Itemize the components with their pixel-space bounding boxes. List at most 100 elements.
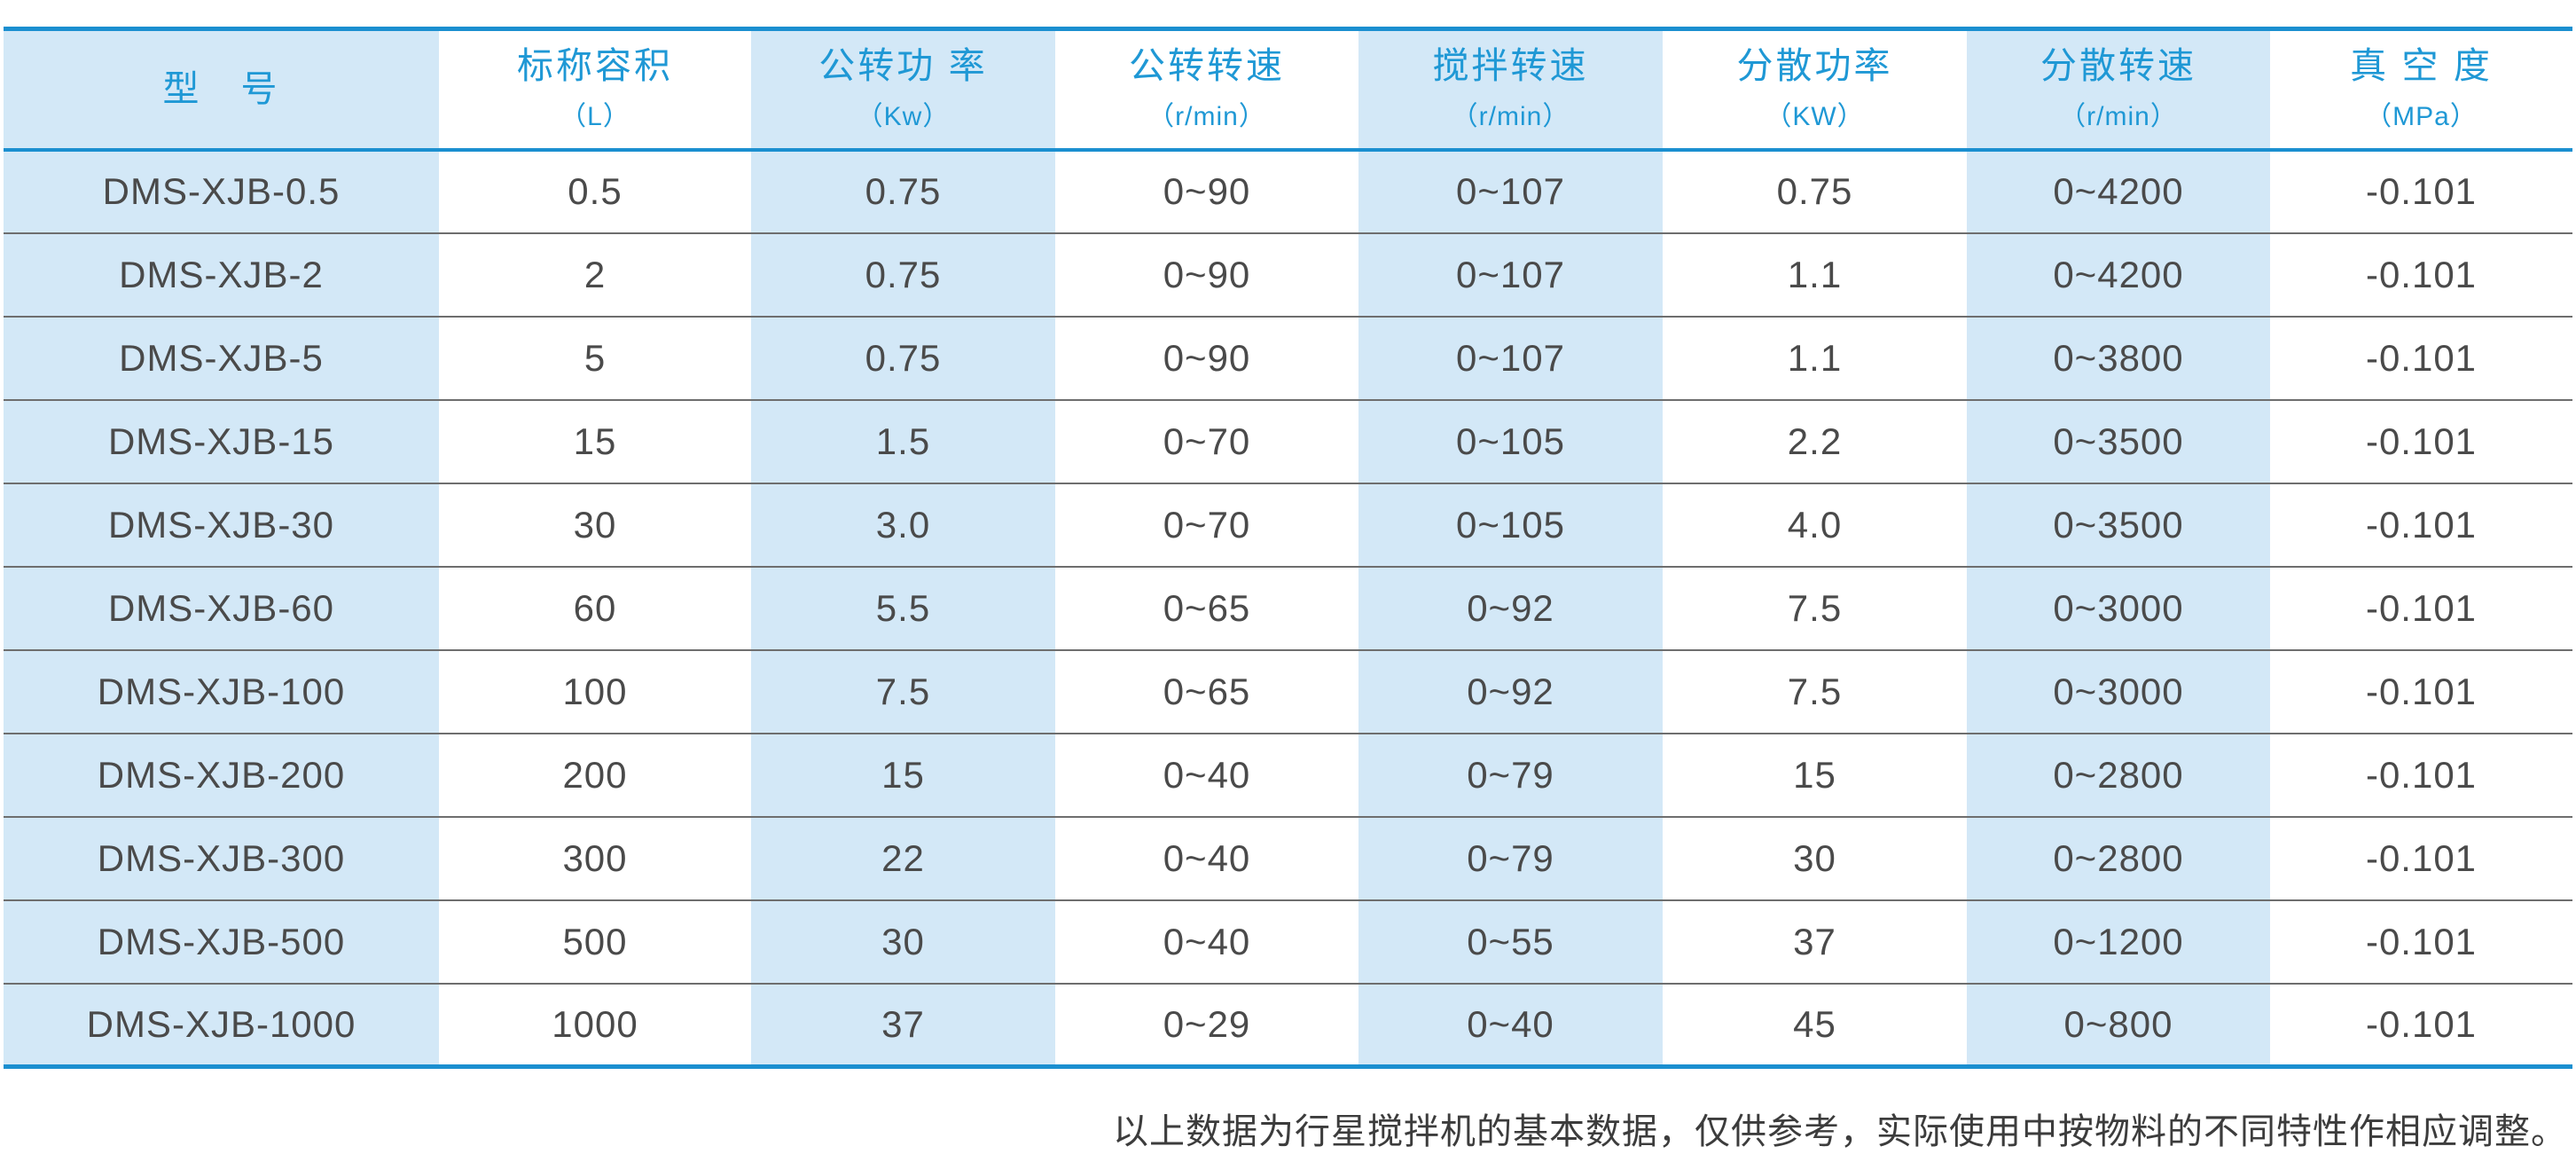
value-cell-revolution-power: 0.75 [865, 170, 942, 212]
value-cell-capacity: 100 [439, 648, 751, 734]
value-cell-vacuum: -0.101 [2270, 565, 2572, 650]
model-cell: DMS-XJB-30 [4, 482, 439, 567]
value-cell-dispersion-speed: 0~3000 [1967, 648, 2270, 734]
value-cell-vacuum: -0.101 [2270, 398, 2572, 483]
table-row: DMS-XJB-30 30 3.0 0~70 0~105 4.0 0~3500 -0.101 [4, 482, 2572, 567]
value-cell-dispersion-power: 15 [1663, 732, 1967, 817]
table-body: DMS-XJB-0.5 0.5 0.75 0~90 0~107 0.75 0~4200 -0.… [4, 150, 2572, 1067]
value-cell-dispersion-speed: 0~4200 [2053, 170, 2184, 212]
value-cell-dispersion-speed: 0~3800 [1967, 315, 2270, 400]
value-cell-stirring-speed: 0~107 [1358, 232, 1663, 317]
value-cell-capacity: 200 [439, 732, 751, 817]
table-row: DMS-XJB-100 100 7.5 0~65 0~92 7.5 0~3000 -0.101 [4, 648, 2572, 734]
column-header-model: 型 号 [4, 28, 439, 152]
value-cell-stirring-speed: 0~40 [1358, 982, 1663, 1067]
value-cell-revolution-speed: 0~65 [1055, 648, 1358, 734]
value-cell-revolution-power: 30 [751, 899, 1055, 984]
value-cell-dispersion-power: 2.2 [1663, 398, 1967, 483]
table-row: DMS-XJB-500 500 30 0~40 0~55 37 0~1200 -0.101 [4, 899, 2572, 984]
column-header-revolution-speed: 公转转速 （r/min） [1055, 28, 1358, 152]
value-cell-capacity: 1000 [439, 982, 751, 1067]
value-cell-vacuum: -0.101 [2270, 315, 2572, 400]
value-cell-stirring-speed: 0~92 [1358, 648, 1663, 734]
value-cell-dispersion-speed: 0~800 [1967, 982, 2270, 1067]
value-cell-revolution-speed: 0~29 [1055, 982, 1358, 1067]
value-cell-dispersion-power: 1.1 [1663, 315, 1967, 400]
value-cell-capacity: 500 [439, 899, 751, 984]
value-cell-revolution-power: 1.5 [751, 398, 1055, 483]
column-header-label: 标称容积 [517, 45, 673, 87]
table-row: DMS-XJB-1000 1000 37 0~29 0~40 45 0~800 -0.101 [4, 982, 2572, 1067]
value-cell-stirring-speed: 0~79 [1358, 732, 1663, 817]
model-cell: DMS-XJB-15 [4, 398, 439, 483]
column-header-label: 公转功 率 [818, 45, 988, 87]
value-cell-revolution-power: 37 [751, 982, 1055, 1067]
value-cell-dispersion-speed: 0~2800 [1967, 732, 2270, 817]
value-cell-revolution-power: 5.5 [751, 565, 1055, 650]
value-cell-dispersion-speed: 0~3000 [1967, 565, 2270, 650]
column-header-dispersion-speed: 分散转速 （r/min） [1967, 28, 2270, 152]
model-cell: DMS-XJB-500 [4, 899, 439, 984]
column-header-label: 分散转速 [2040, 45, 2196, 87]
table-row: DMS-XJB-5 5 0.75 0~90 0~107 1.1 0~3800 -0.101 [4, 315, 2572, 400]
value-cell-dispersion-power: 30 [1663, 815, 1967, 900]
table-row: DMS-XJB-15 15 1.5 0~70 0~105 2.2 0~3500 -0.101 [4, 398, 2572, 483]
column-header-revolution-power: 公转功 率 （Kw） [751, 28, 1055, 152]
model-cell: DMS-XJB-60 [4, 565, 439, 650]
value-cell-dispersion-power: 4.0 [1663, 482, 1967, 567]
value-cell-dispersion-power: 1.1 [1663, 232, 1967, 317]
column-header-unit: （Kw） [856, 102, 951, 132]
value-cell-dispersion-power: 37 [1663, 899, 1967, 984]
table-row: DMS-XJB-60 60 5.5 0~65 0~92 7.5 0~3000 -0.101 [4, 565, 2572, 650]
value-cell-vacuum: -0.101 [2270, 815, 2572, 900]
column-header-unit: （r/min） [1147, 102, 1266, 132]
value-cell-stirring-speed: 0~107 [1358, 315, 1663, 400]
value-cell-vacuum: -0.101 [2270, 899, 2572, 984]
value-cell-revolution-speed: 0~90 [1163, 170, 1251, 212]
value-cell-capacity: 60 [439, 565, 751, 650]
column-header-unit: （MPa） [2365, 102, 2478, 132]
column-header-label: 搅拌转速 [1432, 45, 1589, 87]
header-row: 型 号 标称容积 （L） 公转功 率 （Kw） 公转转速 （r/min） 搅拌转速 （r/min… [4, 28, 2572, 152]
value-cell-dispersion-power: 7.5 [1663, 565, 1967, 650]
value-cell-dispersion-power: 45 [1663, 982, 1967, 1067]
value-cell-vacuum: -0.101 [2270, 232, 2572, 317]
value-cell-revolution-speed: 0~40 [1055, 815, 1358, 900]
value-cell-revolution-power: 15 [751, 732, 1055, 817]
column-header-stirring-speed: 搅拌转速 （r/min） [1358, 28, 1663, 152]
value-cell-stirring-speed: 0~107 [1456, 170, 1565, 212]
value-cell-revolution-power: 3.0 [751, 482, 1055, 567]
spec-table: 型 号 标称容积 （L） 公转功 率 （Kw） 公转转速 （r/min） 搅拌转速 （r/min… [4, 27, 2572, 1069]
value-cell-revolution-speed: 0~90 [1055, 315, 1358, 400]
column-header-capacity: 标称容积 （L） [439, 28, 751, 152]
value-cell-vacuum: -0.101 [2270, 732, 2572, 817]
model-cell: DMS-XJB-100 [4, 648, 439, 734]
column-header-unit: （L） [560, 102, 630, 132]
value-cell-dispersion-speed: 0~3500 [1967, 398, 2270, 483]
value-cell-dispersion-speed: 0~3500 [1967, 482, 2270, 567]
value-cell-dispersion-speed: 0~4200 [1967, 232, 2270, 317]
value-cell-stirring-speed: 0~105 [1358, 482, 1663, 567]
column-header-vacuum: 真 空 度 （MPa） [2270, 28, 2572, 152]
value-cell-vacuum: -0.101 [2270, 482, 2572, 567]
value-cell-dispersion-power: 0.75 [1776, 170, 1853, 212]
value-cell-revolution-speed: 0~40 [1055, 732, 1358, 817]
table-row: DMS-XJB-0.5 0.5 0.75 0~90 0~107 0.75 0~4200 -0.… [4, 150, 2572, 233]
value-cell-revolution-speed: 0~70 [1055, 482, 1358, 567]
value-cell-capacity: 2 [439, 232, 751, 317]
value-cell-revolution-power: 7.5 [751, 648, 1055, 734]
value-cell-capacity: 30 [439, 482, 751, 567]
value-cell-stirring-speed: 0~92 [1358, 565, 1663, 650]
value-cell-dispersion-power: 7.5 [1663, 648, 1967, 734]
column-header-unit: （KW） [1765, 102, 1865, 132]
value-cell-revolution-power: 22 [751, 815, 1055, 900]
model-cell: DMS-XJB-300 [4, 815, 439, 900]
value-cell-revolution-speed: 0~65 [1055, 565, 1358, 650]
value-cell-revolution-speed: 0~40 [1055, 899, 1358, 984]
value-cell-revolution-power: 0.75 [751, 232, 1055, 317]
value-cell-capacity: 0.5 [568, 170, 622, 212]
column-header-unit: （r/min） [2059, 102, 2178, 132]
value-cell-revolution-speed: 0~90 [1055, 232, 1358, 317]
value-cell-stirring-speed: 0~105 [1358, 398, 1663, 483]
value-cell-vacuum: -0.101 [2365, 170, 2478, 212]
